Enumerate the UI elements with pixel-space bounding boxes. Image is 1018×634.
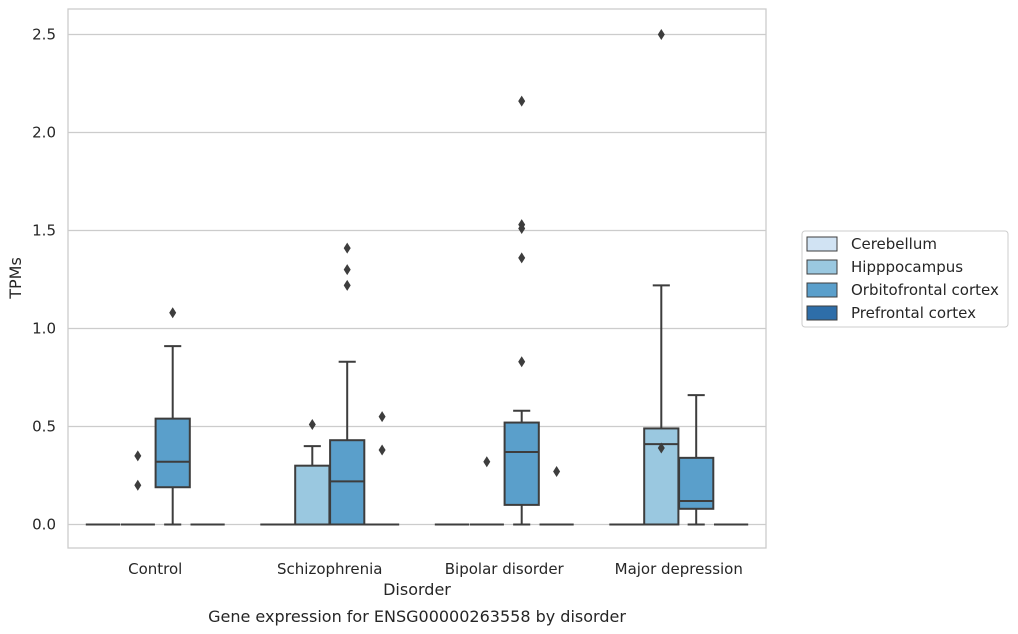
outlier-point <box>518 356 526 368</box>
outlier-point <box>308 419 316 431</box>
x-axis-label: Disorder <box>383 580 451 599</box>
outlier-point <box>134 479 142 491</box>
box-group <box>294 419 331 526</box>
chart-caption: Gene expression for ENSG00000263558 by d… <box>208 607 626 626</box>
legend-label: Prefrontal cortex <box>851 304 976 322</box>
legend-frame <box>801 230 1009 328</box>
outlier-point <box>343 242 351 254</box>
legend-swatch <box>806 236 838 252</box>
legend: Cerebellum Hipppocampus Orbitofrontal cort… <box>801 230 1009 328</box>
outlier-point <box>518 223 526 235</box>
legend-label: Cerebellum <box>851 235 937 253</box>
x-tick-label: Major depression <box>615 560 743 578</box>
outlier-point <box>657 28 665 40</box>
outlier-point <box>134 450 142 462</box>
box-body <box>154 417 191 489</box>
box-group <box>364 411 400 526</box>
x-tick-label: Bipolar disorder <box>445 560 565 578</box>
legend-item: Orbitofrontal cortex <box>806 281 999 299</box>
y-axis-ticks: 0.0 0.5 1.0 1.5 2.0 2.5 <box>32 25 56 533</box>
outlier-point <box>518 252 526 264</box>
box-group <box>678 394 715 526</box>
outlier-point <box>483 456 491 468</box>
box-body <box>503 421 540 506</box>
legend-item: Prefrontal cortex <box>806 304 976 322</box>
box-group <box>469 456 504 526</box>
box-group <box>329 242 366 526</box>
box-group <box>539 466 574 526</box>
y-tick-label: 2.5 <box>32 25 56 43</box>
box-group <box>154 307 191 526</box>
outlier-point <box>378 411 386 423</box>
box-marks <box>85 28 749 526</box>
legend-swatch <box>806 305 838 321</box>
legend-label: Orbitofrontal cortex <box>851 281 999 299</box>
y-tick-label: 1.0 <box>32 319 56 337</box>
y-tick-label: 1.5 <box>32 221 56 239</box>
x-tick-label: Control <box>128 560 182 578</box>
legend-label: Hipppocampus <box>851 258 963 276</box>
x-tick-label: Schizophrenia <box>277 560 382 578</box>
y-tick-label: 0.0 <box>32 515 56 533</box>
outlier-point <box>169 307 177 319</box>
box-group <box>503 95 540 526</box>
legend-item: Hipppocampus <box>806 258 963 276</box>
outlier-point <box>553 466 561 478</box>
box-body <box>294 464 331 526</box>
box-group <box>643 28 680 526</box>
outlier-point <box>343 279 351 291</box>
y-tick-label: 0.5 <box>32 417 56 435</box>
legend-swatch <box>806 259 838 275</box>
outlier-point <box>343 264 351 276</box>
box-group <box>120 450 155 526</box>
outlier-point <box>518 95 526 107</box>
x-axis-ticks: Control Schizophrenia Bipolar disorder Majo… <box>128 560 743 578</box>
legend-swatch <box>806 282 838 298</box>
y-axis-label: TPMs <box>6 257 25 300</box>
legend-item: Cerebellum <box>806 235 937 253</box>
y-tick-label: 2.0 <box>32 123 56 141</box>
outlier-point <box>657 442 665 454</box>
outlier-point <box>378 444 386 456</box>
